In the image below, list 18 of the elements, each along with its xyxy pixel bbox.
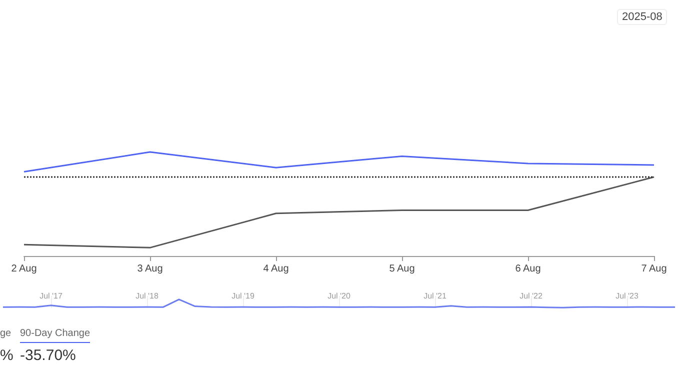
x-tick-label: 7 Aug: [641, 264, 667, 274]
x-tick-label: Jul '18: [136, 292, 159, 300]
x-tick-label: 6 Aug: [515, 264, 541, 274]
x-tick-label: 2 Aug: [11, 264, 37, 274]
x-tick-label: 4 Aug: [263, 264, 289, 274]
x-tick-label: Jul '21: [424, 292, 447, 300]
x-tick-label: 3 Aug: [137, 264, 163, 274]
text: -35.70%: [20, 347, 76, 364]
x-tick-label: 5 Aug: [389, 264, 415, 274]
x-tick-label: Jul '23: [616, 292, 639, 300]
text: %: [0, 347, 14, 364]
x-tick-label: Jul '19: [232, 292, 255, 300]
text: 90-Day Change: [20, 328, 90, 343]
text: 2025-08: [617, 9, 668, 25]
x-tick-label: Jul '22: [520, 292, 543, 300]
x-tick-label: Jul '20: [328, 292, 351, 300]
text: ge: [0, 328, 12, 339]
x-tick-label: Jul '17: [40, 292, 63, 300]
